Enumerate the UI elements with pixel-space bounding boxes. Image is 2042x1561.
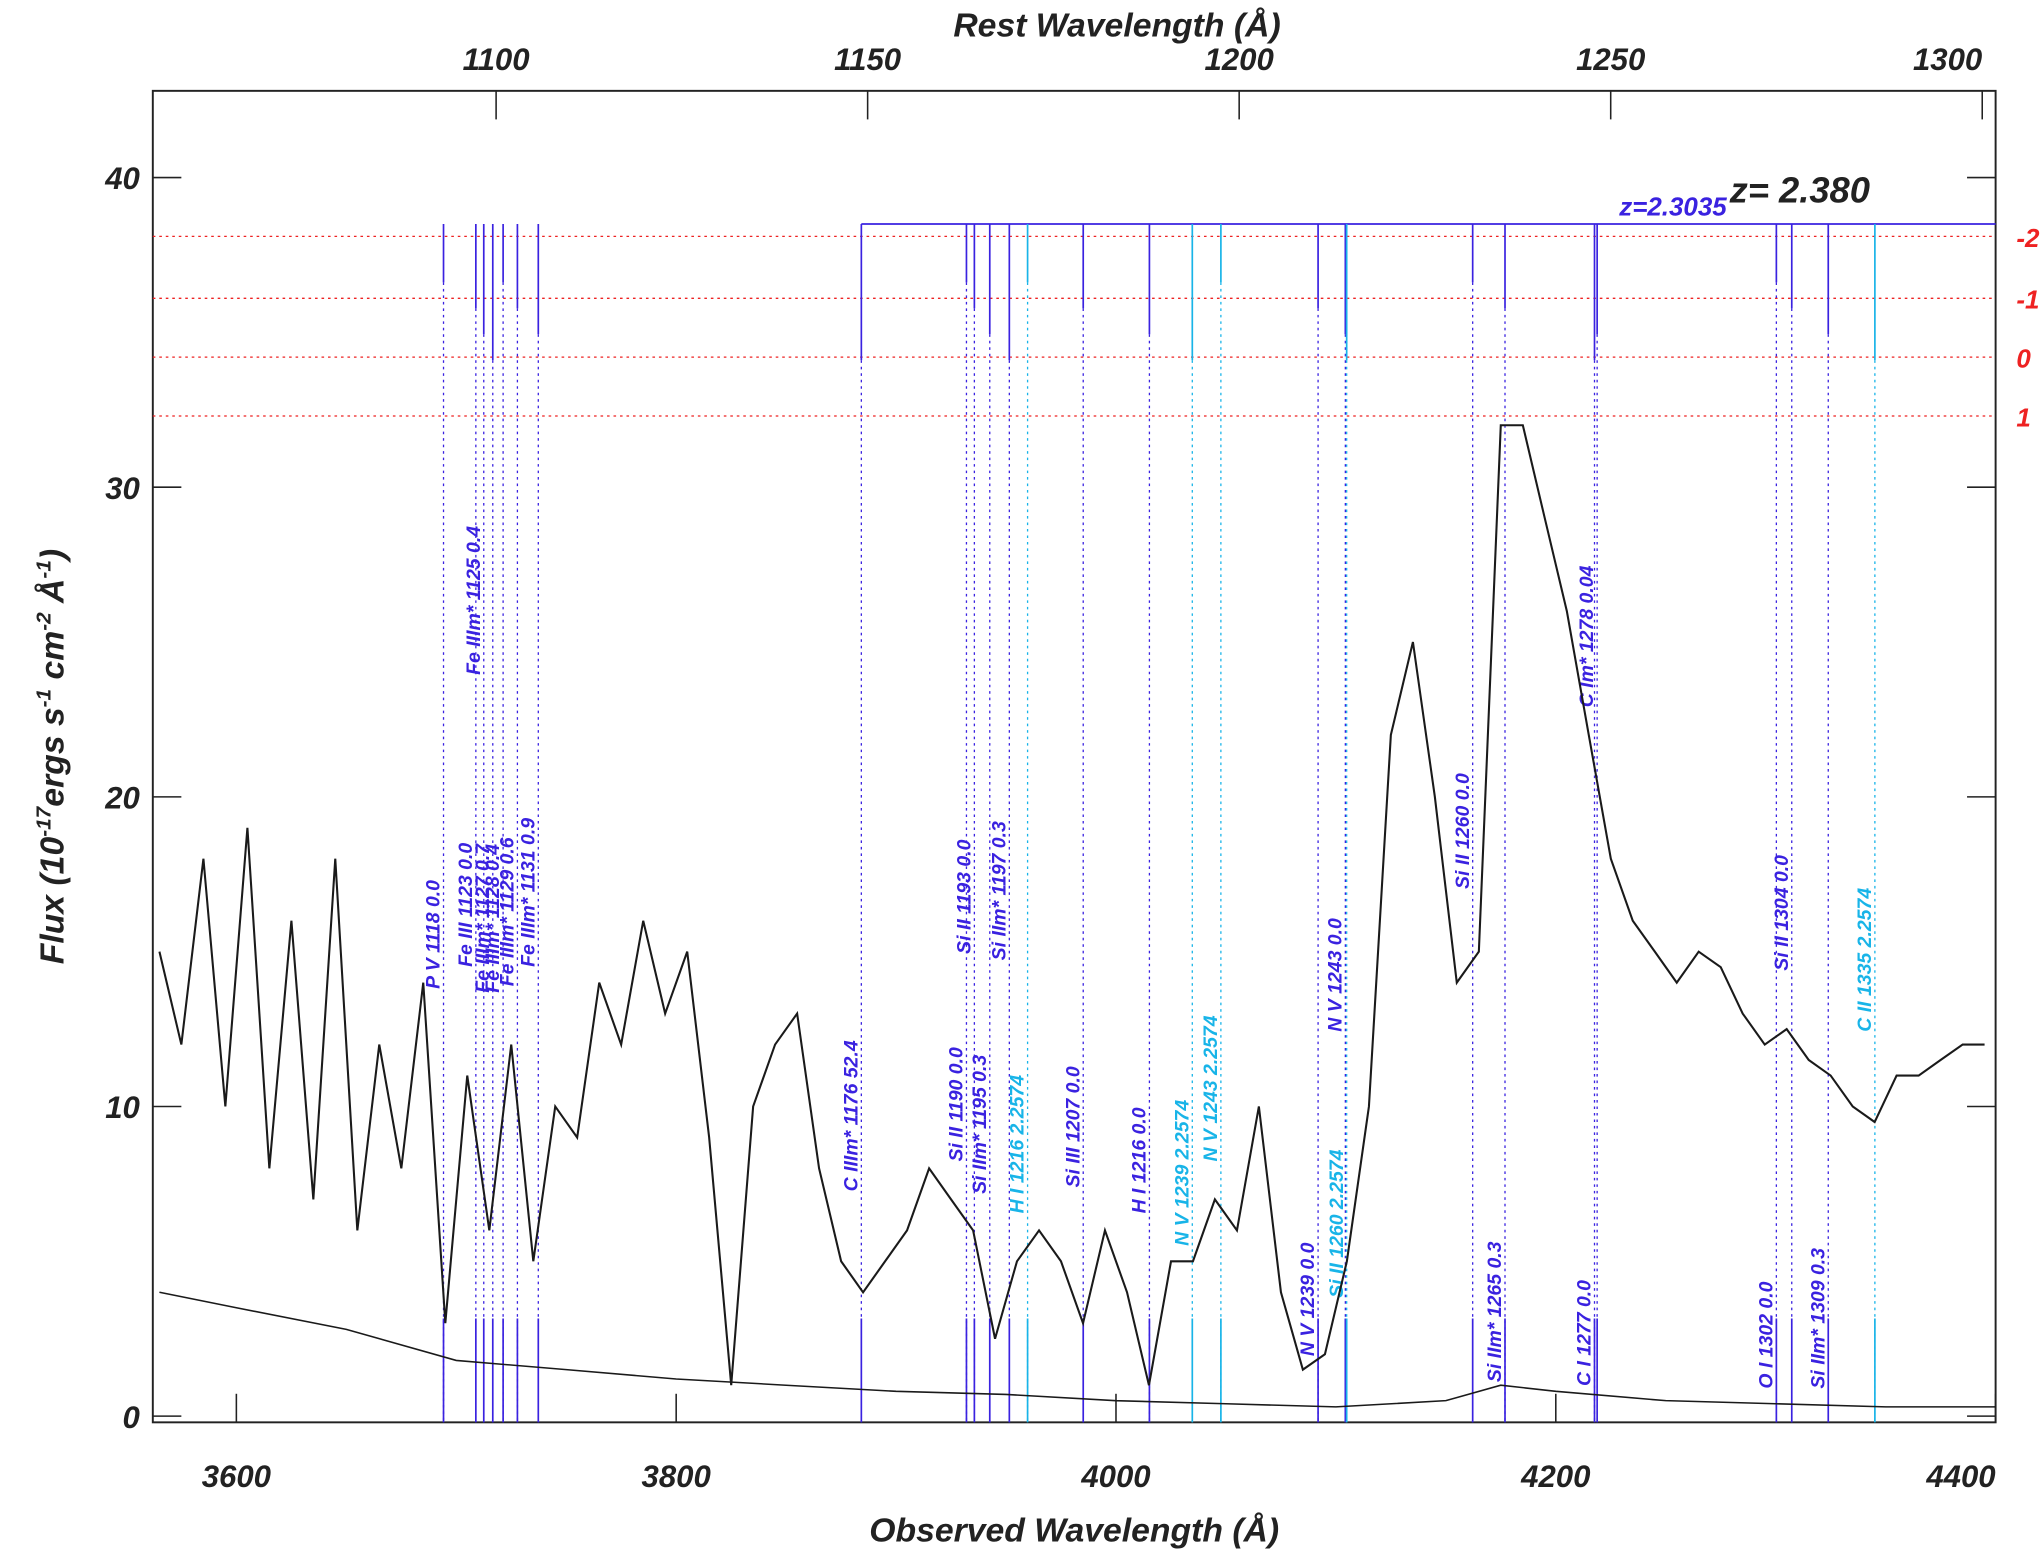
annotation: z= 2.380 bbox=[1729, 169, 1870, 210]
y-tick-label: 20 bbox=[104, 781, 140, 816]
id-label: N V 1243 2.2574 bbox=[1200, 1015, 1222, 1161]
id-label: C Im* 1278 0.04 bbox=[1576, 565, 1598, 707]
x2-tick-label: 1100 bbox=[463, 42, 530, 77]
id-label: Si II 1193 0.0 bbox=[953, 839, 975, 953]
y-tick-label: 10 bbox=[105, 1090, 140, 1125]
flux-spectrum bbox=[158, 424, 1985, 1386]
x-axis-label: Observed Wavelength (Å) bbox=[869, 1512, 1279, 1550]
x2-tick-label: 1250 bbox=[1576, 42, 1645, 77]
id-label: Si II 1190 0.0 bbox=[946, 1047, 968, 1161]
id-label: Fe IIIm* 1128 0.4 bbox=[482, 844, 504, 993]
y-tick-label: 30 bbox=[105, 471, 140, 506]
id-label: N V 1243 0.0 bbox=[1324, 918, 1346, 1032]
id-label: C IIIm* 1176 52.4 bbox=[840, 1040, 862, 1191]
y-label-superscript: -2 bbox=[32, 612, 55, 631]
y-tick-label: 0 bbox=[123, 1400, 140, 1435]
id-label: Fe IIIm* 1129 0.6 bbox=[497, 837, 519, 986]
reference-label: 1 bbox=[2016, 404, 2030, 432]
x-tick-label: 4000 bbox=[1080, 1459, 1150, 1494]
y-label-superscript: -1 bbox=[32, 560, 55, 578]
y-label-part: Flux (10 bbox=[33, 837, 71, 965]
id-label: Fe IIIm* 1125 0.4 bbox=[463, 526, 485, 675]
id-label: H I 1216 0.0 bbox=[1129, 1107, 1151, 1213]
y-label-superscript: -1 bbox=[32, 689, 55, 707]
x-tick-label: 3600 bbox=[202, 1459, 271, 1494]
x2-axis-label: Rest Wavelength (Å) bbox=[953, 6, 1280, 44]
y-label-superscript: -17 bbox=[32, 805, 55, 836]
y-label-part: ergs s bbox=[33, 707, 71, 806]
id-label: Si III 1207 0.0 bbox=[1062, 1066, 1084, 1187]
id-label: Si II 1304 0.0 bbox=[1771, 855, 1793, 971]
id-label: N V 1239 2.2574 bbox=[1171, 1100, 1193, 1246]
reference-label: -2 bbox=[2016, 225, 2040, 253]
x2-tick-label: 1150 bbox=[834, 42, 901, 77]
reference-label: 0 bbox=[2016, 346, 2031, 374]
y-axis-label: Flux (10-17ergs s-1 cm-2 Å-1) bbox=[32, 549, 71, 964]
x-tick-label: 4400 bbox=[1925, 1459, 1995, 1494]
id-label: Si IIm* 1265 0.3 bbox=[1484, 1241, 1506, 1382]
y-label-part: ) bbox=[33, 549, 71, 563]
id-label: Fe IIIm* 1131 0.9 bbox=[517, 818, 539, 967]
reference-label: -1 bbox=[2016, 287, 2039, 315]
id-label: C I 1277 0.0 bbox=[1574, 1280, 1596, 1386]
y-label-part: cm bbox=[33, 631, 71, 689]
x-tick-label: 4200 bbox=[1520, 1459, 1590, 1494]
x-tick-label: 3800 bbox=[642, 1459, 711, 1494]
id-label: P V 1118 0.0 bbox=[423, 880, 445, 989]
x2-tick-label: 1200 bbox=[1205, 42, 1274, 77]
plot-frame bbox=[151, 89, 1997, 1424]
id-label: Fe III 1123 0.0 bbox=[455, 843, 477, 967]
y-label-part: Å bbox=[33, 579, 71, 613]
id-label: H I 1216 2.2574 bbox=[1007, 1075, 1029, 1214]
id-label: O I 1302 0.0 bbox=[1755, 1281, 1777, 1388]
error-spectrum bbox=[159, 1291, 1996, 1408]
id-label: Si II 1260 2.2574 bbox=[1326, 1149, 1348, 1297]
id-label: Si IIm* 1197 0.3 bbox=[988, 821, 1010, 960]
id-label: N V 1239 0.0 bbox=[1297, 1242, 1319, 1356]
annotation: z=2.3035 bbox=[1618, 193, 1727, 221]
id-label: Si II 1260 0.0 bbox=[1452, 773, 1474, 889]
x2-tick-label: 1300 bbox=[1913, 42, 1982, 77]
id-label: Fe IIIm* 1127 0.7 bbox=[472, 843, 494, 993]
id-label: Si IIm* 1195 0.3 bbox=[969, 1055, 991, 1194]
id-label: Si IIm* 1309 0.3 bbox=[1807, 1248, 1829, 1389]
y-tick-label: 40 bbox=[104, 161, 140, 196]
id-label: C II 1335 2.2574 bbox=[1854, 888, 1876, 1032]
